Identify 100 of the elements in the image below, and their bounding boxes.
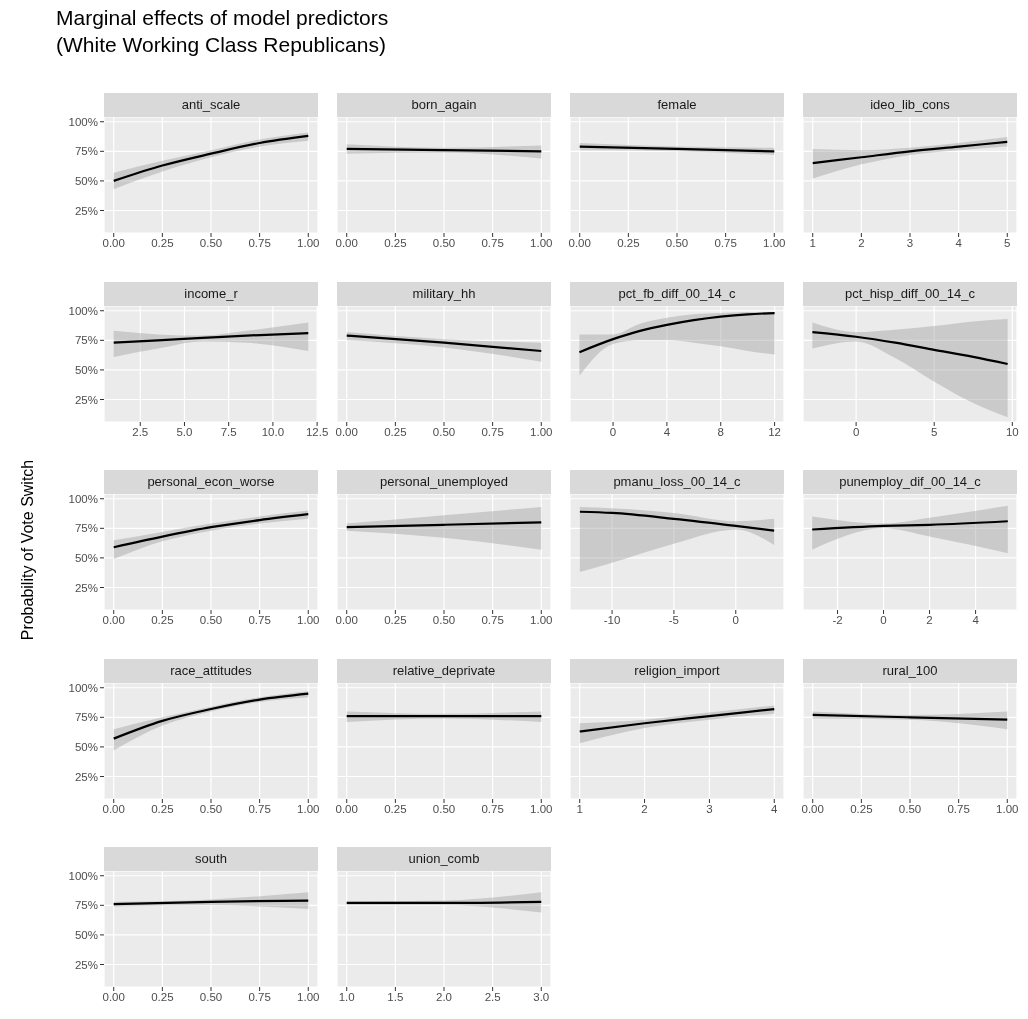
x-tick-label: 1.00 (297, 614, 320, 627)
x-tick-label: 8 (717, 425, 724, 438)
x-tick-label: 7.5 (220, 425, 237, 438)
chart-title: female (570, 93, 784, 117)
x-tick-label: 0.50 (432, 802, 456, 815)
x-tick-label: 2.0 (436, 991, 452, 1004)
chart-title: military_hh (337, 281, 551, 306)
y-tick-label: 25% (74, 581, 98, 594)
x-tick-label: 0.25 (151, 237, 174, 250)
chart-title: relative_deprivate (337, 658, 551, 683)
chart-title: born_again (337, 93, 551, 117)
x-tick-label: 0.25 (384, 614, 407, 627)
x-tick-label: 0.50 (199, 614, 223, 627)
x-tick-label: 0.75 (481, 425, 504, 438)
x-tick-label: 12 (768, 425, 781, 438)
x-tick-label: 2 (858, 237, 865, 250)
chart-title: personal_unemployed (337, 470, 551, 494)
x-tick-label: 0.25 (151, 991, 174, 1004)
x-tick-label: 4 (955, 237, 963, 250)
x-tick-label: 0.75 (947, 802, 970, 815)
x-tick-label: 1.00 (297, 802, 320, 815)
chart-title: union_comb (337, 847, 551, 871)
x-tick-label: 0.00 (335, 425, 358, 438)
line-series (112, 513, 310, 549)
line-series (112, 134, 310, 183)
y-tick-label: 100% (68, 492, 98, 505)
x-tick-label: 0.00 (335, 614, 358, 627)
y-axis-title: Probability of Vote Switch (19, 459, 37, 641)
line-series (112, 692, 310, 740)
x-tick-label: 0.50 (199, 991, 223, 1004)
x-tick-label: 0 (609, 425, 617, 438)
x-tick-label: 5 (1004, 237, 1011, 250)
x-tick-label: 0.00 (102, 802, 125, 815)
x-tick-label: 2 (641, 802, 648, 815)
x-tick-label: 1.5 (387, 991, 404, 1004)
y-tick-label: 100% (68, 304, 98, 317)
x-tick-label: 1.00 (530, 237, 553, 250)
x-tick-label: -2 (832, 614, 843, 627)
y-tick-label: 75% (74, 522, 98, 535)
x-tick-label: 1.00 (530, 802, 553, 815)
line-series (112, 331, 310, 344)
text: Marginal effects of model predictors (White Working Class Republicans) (56, 5, 389, 58)
x-tick-label: 1 (576, 802, 583, 815)
x-tick-label: 4 (663, 425, 671, 438)
y-tick-label: 25% (74, 958, 98, 971)
x-tick-label: 0.75 (481, 237, 504, 250)
y-tick-label: 75% (74, 899, 98, 912)
x-tick-label: 0.00 (335, 237, 358, 250)
x-tick-label: 0 (880, 614, 887, 627)
x-tick-label: 1.00 (996, 802, 1019, 815)
x-tick-label: 0.50 (199, 802, 223, 815)
x-tick-label: 2.5 (132, 425, 149, 438)
chart-title: income_r (104, 281, 318, 306)
y-tick-label: 100% (68, 869, 98, 882)
y-tick-label: 100% (68, 115, 98, 128)
x-tick-label: 4 (972, 614, 980, 627)
chart-title: pct_hisp_diff_00_14_c (803, 281, 1017, 306)
x-tick-label: 5.0 (176, 425, 193, 438)
x-tick-label: 0.25 (151, 614, 174, 627)
x-tick-label: 2 (926, 614, 933, 627)
x-tick-label: 1.00 (297, 237, 320, 250)
x-tick-label: 1.00 (530, 614, 553, 627)
x-tick-label: 0.50 (199, 237, 223, 250)
y-tick-label: 75% (74, 333, 98, 346)
x-tick-label: 1.0 (338, 991, 355, 1004)
y-tick-label: 25% (74, 393, 98, 406)
x-tick-label: 0 (852, 425, 860, 438)
x-tick-label: 0.50 (898, 802, 922, 815)
x-tick-label: 2.5 (484, 991, 501, 1004)
x-tick-label: 0.50 (432, 237, 456, 250)
chart-title: south (104, 847, 318, 871)
y-tick-label: 50% (74, 552, 98, 564)
x-tick-label: 10 (1005, 425, 1019, 438)
x-tick-label: 0.00 (102, 237, 125, 250)
x-tick-label: 1 (809, 237, 816, 250)
y-tick-label: 50% (74, 740, 98, 753)
chart-title: personal_econ_worse (104, 470, 318, 494)
y-tick-label: 75% (74, 710, 98, 723)
x-tick-label: 0.50 (432, 614, 456, 627)
chart-title: race_attitudes (104, 658, 318, 683)
x-tick-label: 12.5 (305, 425, 329, 438)
x-tick-label: 0.00 (102, 614, 125, 627)
y-tick-label: 50% (74, 175, 98, 187)
x-tick-label: 10.0 (261, 425, 285, 438)
chart-title: ideo_lib_cons (803, 93, 1017, 117)
x-tick-label: 1.00 (297, 991, 320, 1004)
x-tick-label: -10 (603, 614, 621, 627)
x-tick-label: 0.75 (248, 237, 271, 250)
x-tick-label: 3 (706, 802, 713, 815)
x-tick-label: 1.00 (530, 425, 553, 438)
x-tick-label: 0.00 (568, 237, 591, 250)
y-tick-label: 75% (74, 145, 98, 158)
chart-title: anti_scale (104, 93, 318, 117)
x-tick-label: 5 (931, 425, 938, 438)
x-tick-label: 0.75 (248, 991, 271, 1004)
x-tick-label: 0.25 (151, 802, 174, 815)
x-tick-label: 0.00 (801, 802, 824, 815)
x-tick-label: 0.25 (850, 802, 873, 815)
x-tick-label: 0.25 (384, 237, 407, 250)
chart-title: pct_fb_diff_00_14_c (570, 281, 784, 306)
